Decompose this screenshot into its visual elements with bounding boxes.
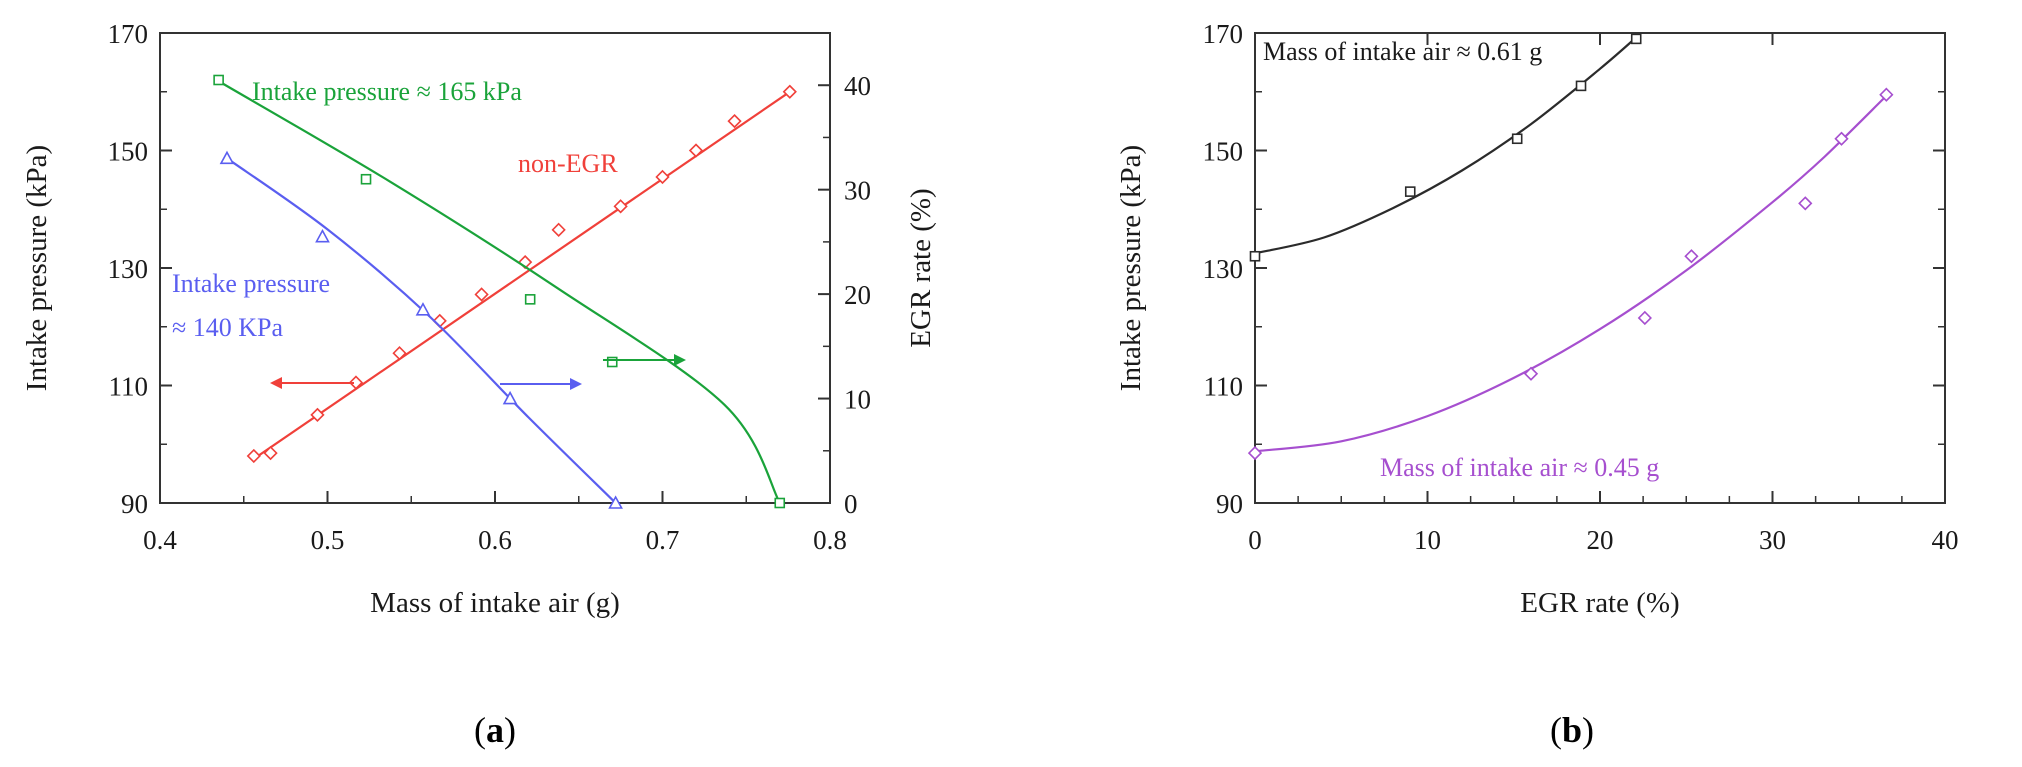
axis-ticks-a: 0.4 0.5 0.6 0.7 0.8 90 110 130 150 170 0 10 20 30 40: [108, 19, 872, 555]
data-point-intake-pressure-140-kpa: [502, 390, 518, 405]
data-point-mass-of-intake-air-0-61-g: [1575, 80, 1587, 92]
data-marks-b: [1247, 33, 1894, 461]
data-point-non-egr: [263, 445, 278, 461]
fit-line-mass-of-intake-air-0-45-g: [1254, 95, 1888, 453]
x-tick-label: 0.6: [478, 525, 512, 555]
x-tick-label: 0.5: [311, 525, 345, 555]
x-axis-label-a: Mass of intake air (g): [370, 587, 620, 619]
data-point-mass-of-intake-air-0-45-g: [1523, 366, 1539, 381]
annotation-black-label: Mass of intake air ≈ 0.61 g: [1263, 37, 1542, 66]
data-point-non-egr: [474, 287, 489, 302]
data-point-non-egr: [782, 84, 797, 99]
x-tick-label: 0: [1248, 525, 1262, 555]
annotation-blue-label-line2: ≈ 140 KPa: [172, 313, 284, 342]
data-point-intake-pressure-140-kpa: [219, 150, 235, 165]
y2-tick-label: 20: [844, 280, 871, 310]
annotation-green-label: Intake pressure ≈ 165 kPa: [252, 77, 522, 106]
x-tick-label: 40: [1932, 525, 1959, 555]
x-tick-label: 30: [1759, 525, 1786, 555]
y-tick-label: 90: [121, 489, 148, 519]
annotation-purple-label: Mass of intake air ≈ 0.45 g: [1380, 453, 1659, 482]
fit-line-intake-pressure-140-kpa: [226, 157, 617, 504]
data-point-intake-pressure-165-kpa: [360, 173, 372, 185]
y-tick-label: 130: [108, 254, 149, 284]
data-point-mass-of-intake-air-0-61-g: [1249, 250, 1261, 262]
data-point-non-egr: [246, 448, 261, 464]
data-point-non-egr: [613, 199, 628, 214]
data-marks-a: [213, 74, 797, 509]
y-tick-label: 130: [1203, 254, 1244, 284]
y2-tick-label: 0: [844, 489, 858, 519]
fit-line-mass-of-intake-air-0-61-g: [1254, 35, 1639, 255]
arrow-red-left: [270, 377, 354, 389]
y-axis-label-b: Intake pressure (kPa): [1115, 145, 1147, 391]
y-tick-label: 90: [1216, 489, 1243, 519]
data-point-mass-of-intake-air-0-45-g: [1798, 196, 1813, 211]
panel-label-b: (b): [1550, 710, 1594, 750]
x-axis-label-b: EGR rate (%): [1520, 587, 1679, 619]
data-point-intake-pressure-165-kpa: [524, 294, 536, 305]
y2-axis-label-a: EGR rate (%): [905, 188, 937, 347]
y-tick-label: 150: [1203, 137, 1244, 167]
x-tick-label: 0.4: [143, 525, 177, 555]
x-tick-label: 10: [1414, 525, 1441, 555]
data-point-intake-pressure-140-kpa: [608, 495, 623, 509]
data-point-intake-pressure-165-kpa: [606, 356, 618, 368]
x-tick-label: 20: [1587, 525, 1614, 555]
data-point-non-egr: [551, 222, 566, 237]
y2-tick-label: 10: [844, 385, 871, 415]
data-point-mass-of-intake-air-0-45-g: [1637, 310, 1652, 326]
annotation-blue-label-line1: Intake pressure: [172, 269, 330, 298]
data-point-non-egr: [310, 407, 325, 423]
annotation-red-label: non-EGR: [518, 149, 618, 178]
data-point-mass-of-intake-air-0-45-g: [1684, 249, 1699, 264]
x-tick-label: 0.8: [813, 525, 847, 555]
data-point-intake-pressure-140-kpa: [315, 228, 330, 243]
y-tick-label: 170: [1203, 19, 1244, 49]
data-point-mass-of-intake-air-0-45-g: [1879, 87, 1894, 102]
chart-panel-b: 0 10 20 30 40 90 110 130 150 170 EGR rate (%) Int…: [1115, 19, 1959, 750]
y-tick-label: 150: [108, 137, 149, 167]
y-tick-label: 110: [109, 372, 149, 402]
y-tick-label: 110: [1204, 372, 1244, 402]
data-point-non-egr: [727, 113, 742, 129]
fit-line-intake-pressure-165-kpa: [221, 82, 781, 504]
x-tick-label: 0.7: [646, 525, 680, 555]
arrow-green-right: [603, 354, 686, 366]
data-point-mass-of-intake-air-0-61-g: [1404, 186, 1416, 197]
data-point-mass-of-intake-air-0-61-g: [1511, 133, 1523, 145]
data-point-mass-of-intake-air-0-61-g: [1630, 33, 1642, 45]
arrow-blue-right: [500, 378, 582, 390]
axis-ticks-b: 0 10 20 30 40 90 110 130 150 170: [1203, 19, 1959, 555]
data-point-non-egr: [392, 346, 407, 361]
chart-panel-a: 0.4 0.5 0.6 0.7 0.8 90 110 130 150 170 0 10 20 30 40 M…: [21, 19, 937, 750]
data-point-intake-pressure-140-kpa: [415, 302, 431, 316]
y2-tick-label: 40: [844, 71, 871, 101]
data-point-intake-pressure-165-kpa: [213, 74, 224, 86]
data-point-mass-of-intake-air-0-45-g: [1834, 131, 1849, 146]
plot-frame-b: [1254, 32, 1946, 504]
data-point-non-egr: [348, 375, 364, 390]
y2-tick-label: 30: [844, 176, 871, 206]
panel-label-a: (a): [474, 710, 516, 750]
data-point-non-egr: [655, 169, 670, 185]
y-tick-label: 170: [108, 19, 149, 49]
data-point-intake-pressure-165-kpa: [774, 497, 786, 509]
data-point-non-egr: [688, 143, 704, 158]
y-axis-label-a: Intake pressure (kPa): [21, 145, 53, 391]
data-point-mass-of-intake-air-0-45-g: [1247, 445, 1263, 461]
fit-line-non-egr: [253, 90, 791, 460]
